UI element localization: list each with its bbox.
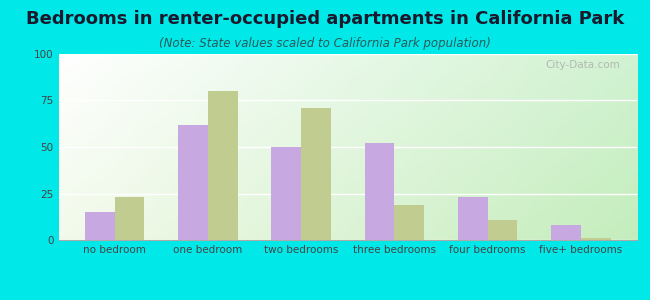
Bar: [458, 197, 488, 240]
Text: (Note: State values scaled to California Park population): (Note: State values scaled to California…: [159, 38, 491, 50]
Bar: [581, 238, 611, 240]
Bar: [208, 91, 238, 240]
Bar: [271, 147, 301, 240]
Bar: [365, 143, 395, 240]
Text: City-Data.com: City-Data.com: [545, 60, 619, 70]
Text: Bedrooms in renter-occupied apartments in California Park: Bedrooms in renter-occupied apartments i…: [26, 11, 624, 28]
Bar: [551, 225, 581, 240]
Bar: [488, 220, 517, 240]
Legend: California Park, San Rafael: California Park, San Rafael: [232, 298, 463, 300]
Bar: [114, 197, 144, 240]
Bar: [84, 212, 114, 240]
Bar: [178, 125, 208, 240]
Bar: [395, 205, 424, 240]
Bar: [301, 108, 331, 240]
